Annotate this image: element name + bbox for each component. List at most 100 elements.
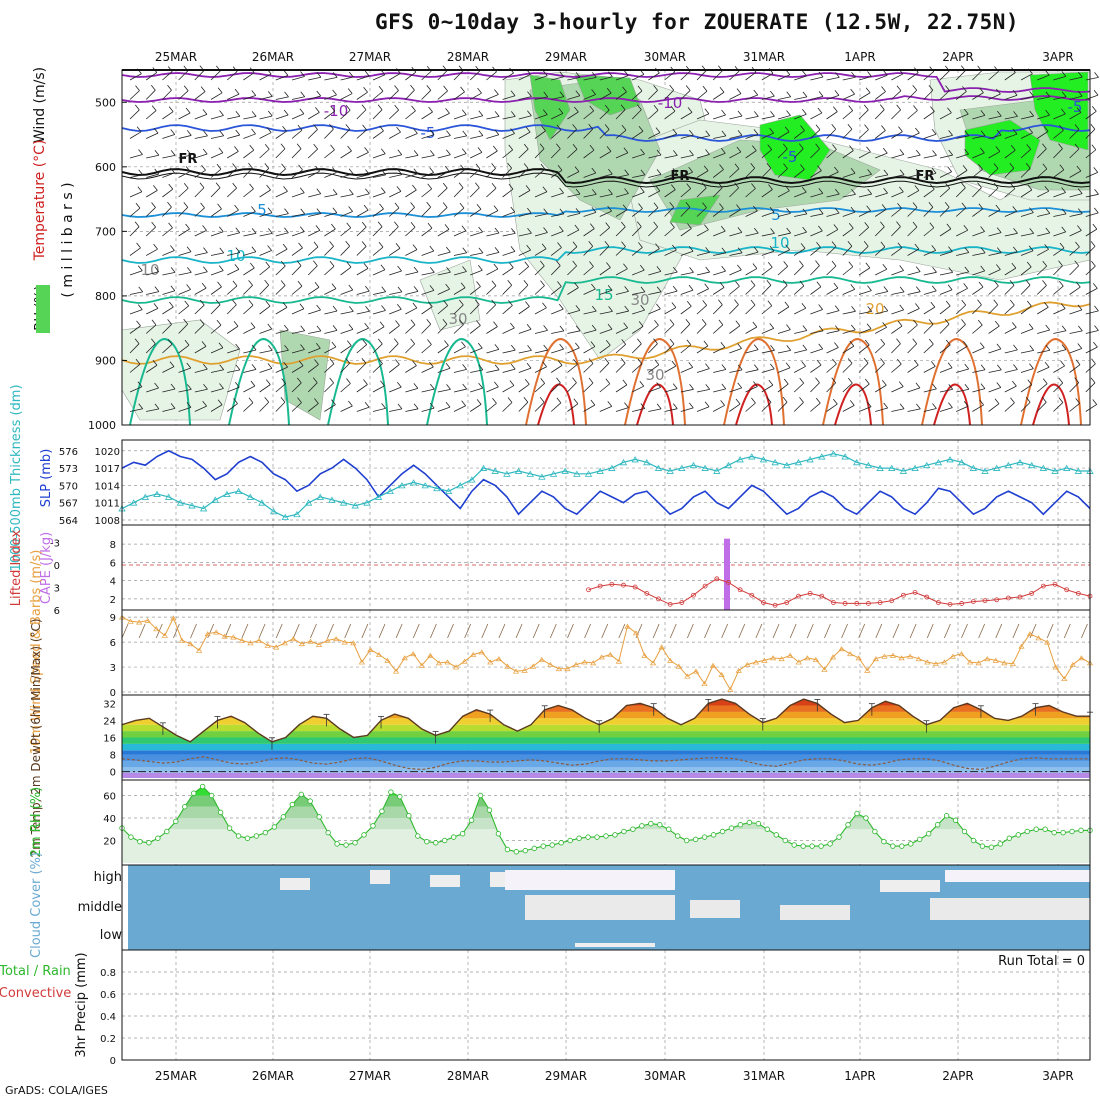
wind-speed-marker (761, 657, 768, 663)
wind-barb (486, 115, 500, 120)
wind-barb-flag (379, 321, 385, 328)
wind-barb-flag (720, 400, 725, 406)
wind-barb (713, 135, 727, 139)
wind-barb (1020, 328, 1034, 334)
wind-barb-flag (494, 89, 499, 95)
rh-point (1024, 828, 1030, 835)
rh-point (379, 808, 385, 814)
rh-point (244, 835, 251, 841)
thickness-marker (992, 464, 1001, 471)
wind-barb (307, 286, 320, 295)
wind-barb-flag (734, 182, 739, 189)
wind-barb-flag (559, 325, 565, 332)
wind-barb (307, 112, 320, 120)
wind-barb (696, 229, 709, 237)
cloud-gap (575, 943, 655, 947)
wind-barb-flag (623, 322, 628, 328)
wind-barb (1053, 330, 1067, 334)
wind-barb-flag (478, 130, 484, 136)
wind-barb-flag (493, 205, 499, 211)
wind-barb-flag (783, 261, 789, 267)
slp-thickness-panel (118, 449, 1094, 521)
wind-barb-flag (1077, 208, 1083, 214)
wind-barb-flag (624, 286, 629, 292)
wind-barb (324, 94, 337, 100)
surface-wind-barb (292, 623, 300, 639)
contour-label: 5 (257, 201, 267, 219)
wind-barb-flag (218, 226, 224, 232)
wind-barb-flag (782, 280, 788, 286)
wind-barb (777, 232, 791, 237)
wind-barb-flag (867, 188, 872, 195)
wind-barb-flag (784, 301, 790, 308)
wind-barb-flag (932, 383, 937, 390)
wind-barb-flag (786, 227, 791, 234)
wind-barb-flag (539, 260, 545, 267)
wind-speed-marker (1078, 655, 1085, 661)
contour-label: 5 (771, 206, 781, 224)
wind-barb (712, 304, 723, 315)
wind-barb-flag (880, 221, 885, 228)
wind-barb-flag (1059, 125, 1064, 131)
wind-barb (502, 233, 516, 237)
wind-barb (1037, 114, 1050, 120)
wind-barb (923, 133, 937, 139)
wind-barb-flag (217, 87, 223, 94)
wind-barb (210, 304, 221, 315)
wind-barb (210, 187, 221, 198)
wind-barb (405, 408, 419, 412)
wind-barb-flag (136, 242, 141, 249)
wind-barb-flag (345, 124, 351, 130)
wind-barb (631, 208, 643, 217)
wind-barb (1036, 401, 1047, 412)
wind-barb-flag (458, 182, 464, 188)
date-label-bottom: 1APR (844, 1069, 875, 1083)
wind-barb-flag (1041, 396, 1047, 403)
wind-barb (145, 89, 156, 100)
wind-barb (923, 89, 934, 100)
wind-barb (567, 330, 581, 334)
thickness-marker (853, 459, 861, 466)
wind-barb-flag (525, 185, 531, 191)
wind-barb (842, 150, 854, 159)
wind-barb (729, 403, 741, 412)
wind-barb (453, 91, 465, 100)
wind-barb-flag (1042, 378, 1048, 384)
temperature-band (122, 754, 1090, 761)
wind-barb-flag (767, 262, 773, 268)
wind-barb-flag (363, 204, 369, 211)
wind-barb (307, 382, 318, 393)
wind-barb-flag (913, 319, 918, 326)
wind-barb (194, 324, 205, 334)
rh-point (531, 845, 537, 852)
wind-barb-flag (427, 301, 433, 307)
wind-barb (761, 115, 775, 120)
wind-barb-flag (783, 163, 788, 169)
wind-barb-flag (397, 169, 403, 175)
wind-barb (1004, 72, 1016, 81)
wind-barb-flag (750, 280, 756, 286)
wind-barb-flag (138, 286, 144, 293)
wind-speed-marker (975, 660, 982, 666)
wind-barb (680, 90, 691, 100)
date-label-bottom: 26MAR (252, 1069, 294, 1083)
wind-barb-flag (816, 242, 821, 248)
wind-barb (939, 171, 952, 178)
wind-speed-marker (727, 686, 734, 692)
wind-barb (567, 403, 579, 412)
wind-barb (648, 207, 659, 217)
wind-barb-flag (1042, 260, 1048, 267)
wind-barb (761, 384, 774, 393)
wind-barb (1053, 192, 1066, 198)
wind-barb (340, 150, 352, 159)
wind-barb-flag (929, 184, 935, 190)
wind-barb-flag (1093, 341, 1098, 348)
wind-barb-flag (912, 338, 918, 344)
wind-barb-flag (1093, 207, 1099, 214)
thickness-marker (724, 461, 733, 469)
wind-barb-flag (623, 263, 628, 270)
surface-wind-barb (567, 623, 574, 639)
wind-barb-flag (913, 359, 919, 366)
wind-barb (1037, 349, 1050, 354)
wind-barb-flag (575, 188, 581, 195)
